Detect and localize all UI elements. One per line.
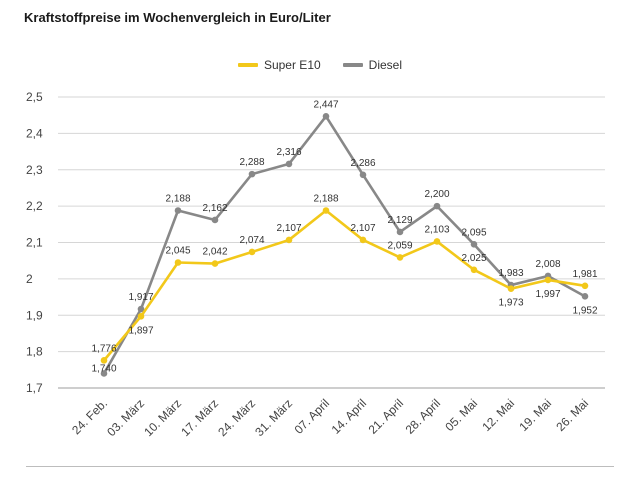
data-point-super-e10 [470,266,478,274]
data-label-diesel: 2,447 [313,99,338,110]
data-point-diesel [174,207,182,214]
data-point-diesel [581,293,589,300]
data-label-super-e10: 2,107 [276,223,301,234]
chart-title: Kraftstoffpreise im Wochenvergleich in E… [24,10,331,25]
legend-label-super-e10: Super E10 [263,58,321,72]
data-label-diesel: 2,008 [535,259,560,270]
data-label-diesel: 2,288 [239,157,264,168]
x-tick-label: 26. Mai [553,396,591,434]
y-tick-label: 1,9 [26,308,43,322]
data-point-diesel [211,216,219,224]
x-tick-label: 12. Mai [479,396,517,434]
data-point-diesel [248,170,256,178]
data-point-diesel [433,202,441,210]
data-point-diesel [396,228,404,236]
data-point-diesel [322,112,330,120]
x-tick-label: 31. März [252,396,295,439]
legend: Super E10 Diesel [0,58,640,72]
data-label-super-e10: 2,074 [239,235,264,246]
y-tick-label: 2 [26,272,33,286]
data-point-super-e10 [396,254,404,261]
data-label-diesel: 1,740 [91,363,116,374]
data-point-diesel [137,305,145,313]
data-label-super-e10: 2,045 [165,246,190,257]
data-label-diesel: 1,952 [572,305,597,316]
data-label-diesel: 1,983 [498,268,523,279]
data-label-diesel: 2,200 [424,189,449,200]
y-tick-label: 2,1 [26,236,43,250]
data-point-diesel [285,160,293,168]
data-label-super-e10: 1,997 [535,289,560,300]
y-tick-label: 2,5 [26,90,43,104]
data-point-super-e10 [507,285,515,292]
legend-label-diesel: Diesel [368,58,403,72]
x-tick-label: 24. März [215,396,258,439]
data-label-diesel: 2,129 [387,215,412,226]
x-tick-label: 03. März [104,396,147,439]
series-line-super-e10 [102,209,587,362]
legend-item-super-e10: Super E10 [237,58,321,72]
data-label-super-e10: 1,981 [572,269,597,280]
x-tick-label: 21. April [366,396,407,437]
x-tick-label: 24. Feb. [69,396,110,437]
data-point-super-e10 [211,260,219,267]
y-tick-label: 2,2 [26,199,43,213]
data-label-diesel: 2,162 [202,203,227,214]
x-tick-label: 07. April [292,396,333,437]
data-label-super-e10: 2,103 [424,224,449,235]
data-point-diesel [470,241,478,248]
data-label-super-e10: 2,042 [202,247,227,258]
data-label-super-e10: 1,897 [128,325,153,336]
x-tick-label: 10. März [141,396,184,439]
data-point-super-e10 [174,259,182,266]
data-point-super-e10 [433,238,441,245]
legend-item-diesel: Diesel [342,58,403,72]
data-label-diesel: 1,917 [128,292,153,303]
data-label-diesel: 2,286 [350,158,375,169]
x-tick-label: 19. Mai [516,396,554,434]
y-tick-label: 1,8 [26,345,43,359]
data-label-super-e10: 2,188 [313,193,338,204]
y-tick-label: 2,3 [26,163,43,177]
data-point-super-e10 [544,276,552,284]
legend-swatch-super-e10 [237,63,258,67]
x-tick-label: 17. März [178,396,221,439]
data-point-super-e10 [248,248,256,256]
data-point-diesel [100,370,108,377]
y-tick-label: 2,4 [26,126,43,140]
data-point-super-e10 [322,207,330,214]
data-label-super-e10: 2,107 [350,223,375,234]
data-label-super-e10: 1,776 [91,343,116,354]
data-label-super-e10: 2,025 [461,253,486,264]
data-label-diesel: 2,095 [461,227,486,238]
y-tick-label: 1,7 [26,381,43,395]
x-tick-label: 28. April [403,396,444,437]
legend-swatch-diesel [342,63,363,67]
series-line-diesel [102,114,587,375]
x-tick-label: 14. April [329,396,370,437]
x-tick-label: 05. Mai [442,396,480,434]
data-label-super-e10: 2,059 [387,240,412,251]
data-point-super-e10 [359,236,367,244]
data-point-super-e10 [100,357,108,364]
data-point-super-e10 [137,313,145,320]
data-point-diesel [359,171,367,179]
data-label-diesel: 2,188 [165,193,190,204]
data-point-super-e10 [285,236,293,244]
bottom-rule [26,466,614,467]
data-label-super-e10: 1,973 [498,298,523,309]
data-label-diesel: 2,316 [276,147,301,158]
data-point-super-e10 [581,282,589,290]
